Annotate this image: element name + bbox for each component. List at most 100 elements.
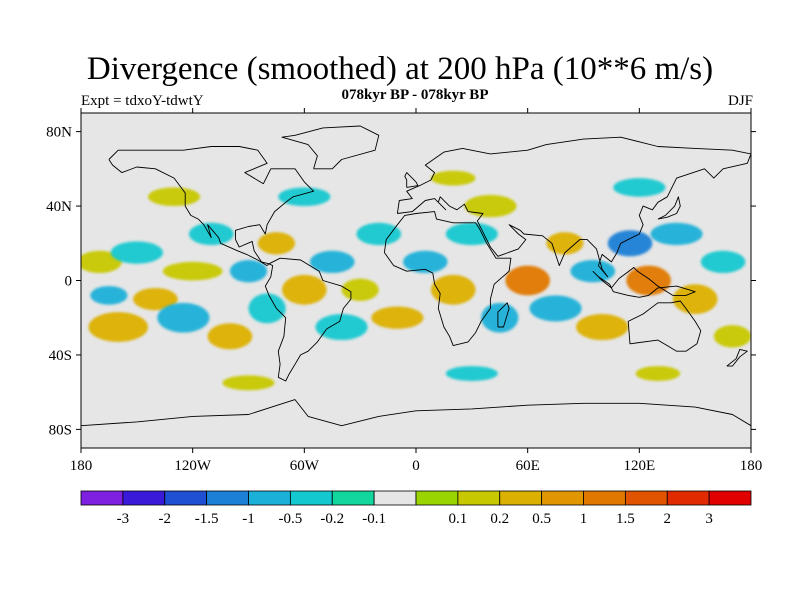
lon-tick-label: 0 (412, 458, 420, 474)
field-patch-pos_weak (148, 187, 201, 207)
colorbar-swatch (164, 490, 208, 506)
field-patch-neg_weak (248, 293, 286, 324)
colorbar-label: 0.2 (490, 511, 509, 527)
lat-tick-label: 40S (49, 348, 72, 364)
colorbar-label: 1.5 (616, 511, 635, 527)
field-patch-neg_med (481, 302, 519, 333)
coastlines (81, 125, 751, 427)
colorbar-swatch (373, 490, 417, 506)
field-patch-pos_med (207, 323, 253, 350)
field-patch-neg_weak (315, 314, 368, 341)
colorbar-label: -1 (242, 511, 255, 527)
coastline-new-zealand (726, 348, 748, 367)
coastline-indonesia (592, 267, 696, 298)
field-patch-pos_med (430, 274, 476, 305)
colorbar-label: 1 (580, 511, 588, 527)
coastline-africa (383, 211, 512, 347)
coastline-south-america (264, 257, 352, 382)
experiment-label: Expt = tdxoY-tdwtY (81, 93, 204, 109)
field-patch-neg_weak (445, 222, 498, 246)
field-patch-neg_med (229, 260, 268, 283)
chart-title: Divergence (smoothed) at 200 hPa (10**6 … (86, 51, 714, 87)
season-label: DJF (727, 93, 753, 109)
coastline-madagascar (497, 302, 510, 328)
field-patch-pos_med (133, 287, 178, 311)
lat-tick-label: 0 (65, 274, 73, 290)
field-patch-neg_weak (700, 250, 746, 274)
field-patch-neg_weak (613, 178, 666, 197)
field-patch-pos_weak (162, 261, 223, 281)
colorbar-swatch (583, 490, 626, 506)
colorbar-swatch (80, 490, 124, 506)
field-patch-neg_strong (607, 230, 653, 257)
longitude-axis: 180 120W 60W 0 60E 120E 180 (70, 108, 763, 474)
field-patch-pos_weak (635, 366, 681, 381)
field-patch-pos_weak (464, 194, 517, 218)
lon-tick-label: 120W (174, 458, 212, 474)
lat-tick-label: 80S (49, 422, 72, 438)
field-patch-pos_med (546, 232, 584, 255)
field-patch-pos_med (371, 306, 424, 329)
lon-tick-label: 180 (70, 458, 93, 474)
lon-tick-label: 180 (740, 458, 763, 474)
colorbar-label: 2 (664, 511, 672, 527)
colorbar-label: -0.1 (362, 511, 386, 527)
colorbar-label: -3 (117, 511, 130, 527)
colorbar-label: -0.5 (279, 511, 303, 527)
colorbar-swatch (499, 490, 543, 506)
colorbar-swatch (206, 490, 249, 506)
field-patch-pos_weak (222, 375, 275, 391)
colorbar-swatch (122, 490, 166, 506)
lon-tick-label: 60W (290, 458, 320, 474)
lat-tick-label: 80N (46, 125, 72, 141)
field-patch-neg_weak (110, 241, 163, 264)
colorbar: -3 -2 -1.5 -1 -0.5 -0.2 -0.1 0.1 0.2 0.5 1 1.5 2 3 (80, 490, 752, 527)
coastline-antarctica (81, 399, 751, 427)
field-patch-neg_weak (188, 222, 234, 246)
lon-tick-label: 120E (623, 458, 655, 474)
field-patch-pos_strong (505, 265, 550, 296)
lon-tick-label: 60E (516, 458, 540, 474)
coastline-japan (657, 196, 681, 220)
field-patch-neg_med (309, 250, 355, 274)
colorbar-label: -1.5 (195, 511, 219, 527)
field-patch-pos_med (576, 314, 629, 341)
colorbar-label: -0.2 (320, 511, 344, 527)
colorbar-swatch (457, 490, 501, 506)
coastline-uk (404, 172, 419, 188)
coastline-north-america (108, 146, 315, 267)
field-patch-pos_med (282, 274, 327, 305)
latitude-axis: 80N 40N 0 40S 80S (46, 125, 756, 438)
colorbar-swatch (248, 490, 291, 506)
colorbar-swatch (289, 490, 333, 506)
field-patch-neg_weak (445, 366, 498, 381)
divergence-field (81, 170, 751, 391)
colorbar-label: 0.1 (449, 511, 468, 527)
colorbar-swatch (541, 490, 584, 506)
field-patch-pos_med (672, 284, 718, 314)
field-patch-pos_med (257, 232, 296, 255)
field-patch-neg_med (402, 250, 448, 274)
period-label: 078kyr BP - 078kyr BP (341, 87, 489, 103)
field-patch-pos_weak (430, 170, 476, 186)
field-patch-neg_med (157, 302, 210, 333)
field-patch-pos_strong (626, 265, 671, 296)
field-patch-neg_med (650, 222, 703, 246)
field-patch-neg_weak (356, 222, 402, 246)
coastline-greenland (281, 125, 380, 170)
lat-tick-label: 40N (46, 199, 72, 215)
coastline-australia (627, 300, 702, 352)
coastline-eurasia (396, 136, 751, 278)
colorbar-label: 3 (705, 511, 713, 527)
field-patch-pos_weak (713, 325, 751, 348)
colorbar-swatch (331, 490, 375, 506)
colorbar-swatch (708, 490, 752, 506)
colorbar-swatch (624, 490, 668, 506)
colorbar-swatch (415, 490, 459, 506)
field-patch-pos_med (88, 312, 148, 342)
field-patch-neg_med (529, 295, 582, 322)
field-patch-neg_med (90, 286, 128, 305)
field-patch-pos_weak (81, 250, 122, 274)
colorbar-swatch (666, 490, 710, 506)
